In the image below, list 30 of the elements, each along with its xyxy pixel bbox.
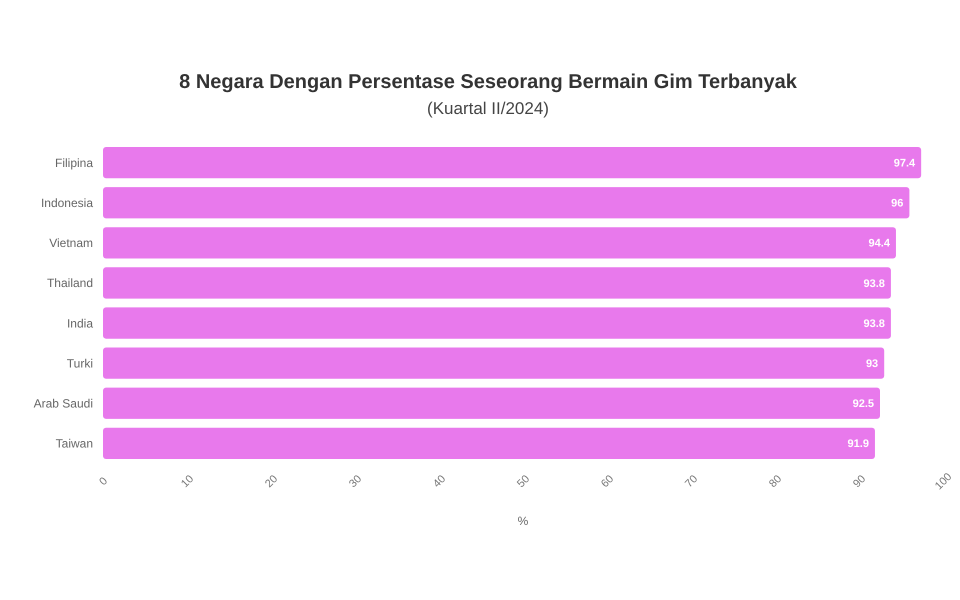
y-tick-label: Arab Saudi xyxy=(34,396,93,410)
data-label: 94.4 xyxy=(868,238,891,250)
x-tick-label: 10 xyxy=(179,473,196,490)
data-label: 93.8 xyxy=(864,278,885,290)
y-tick-label: Turki xyxy=(66,356,93,370)
data-label: 96 xyxy=(891,198,904,210)
y-tick-label: Taiwan xyxy=(56,436,93,451)
chart-title: 8 Negara Dengan Persentase Seseorang Bermain Gim Terbanyak xyxy=(179,71,798,93)
x-axis-title: % xyxy=(518,514,529,528)
x-tick-label: 100 xyxy=(932,470,954,492)
x-tick-label: 20 xyxy=(263,473,280,490)
y-tick-label: Indonesia xyxy=(40,196,94,210)
y-tick-label: India xyxy=(66,316,94,330)
data-label: 93.8 xyxy=(864,318,885,330)
x-tick-label: 90 xyxy=(851,473,868,490)
x-tick-label: 50 xyxy=(515,473,532,490)
x-tick-label: 60 xyxy=(599,473,616,490)
data-label: 91.9 xyxy=(848,438,869,450)
x-tick-label: 30 xyxy=(347,473,364,490)
y-tick-label: Thailand xyxy=(46,276,93,290)
x-tick-label: 0 xyxy=(97,475,110,488)
data-label: 92.5 xyxy=(852,398,874,410)
data-label: 97.4 xyxy=(894,158,916,170)
data-label: 93 xyxy=(866,358,878,370)
x-tick-label: 40 xyxy=(431,473,448,490)
y-tick-label: Vietnam xyxy=(49,236,93,250)
x-tick-label: 80 xyxy=(767,473,784,490)
y-tick-label: Filipina xyxy=(54,156,94,170)
chart-subtitle: (Kuartal II/2024) xyxy=(427,99,549,118)
x-tick-label: 70 xyxy=(683,473,700,490)
